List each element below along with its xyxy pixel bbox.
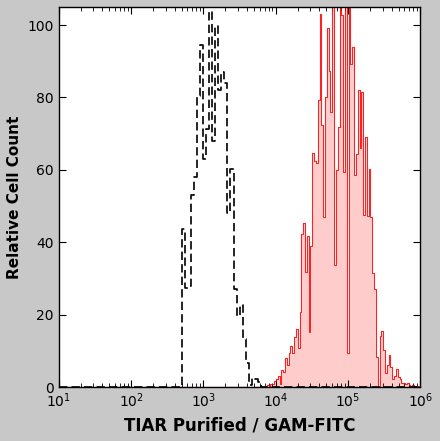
Y-axis label: Relative Cell Count: Relative Cell Count bbox=[7, 115, 22, 279]
X-axis label: TIAR Purified / GAM-FITC: TIAR Purified / GAM-FITC bbox=[124, 416, 356, 434]
